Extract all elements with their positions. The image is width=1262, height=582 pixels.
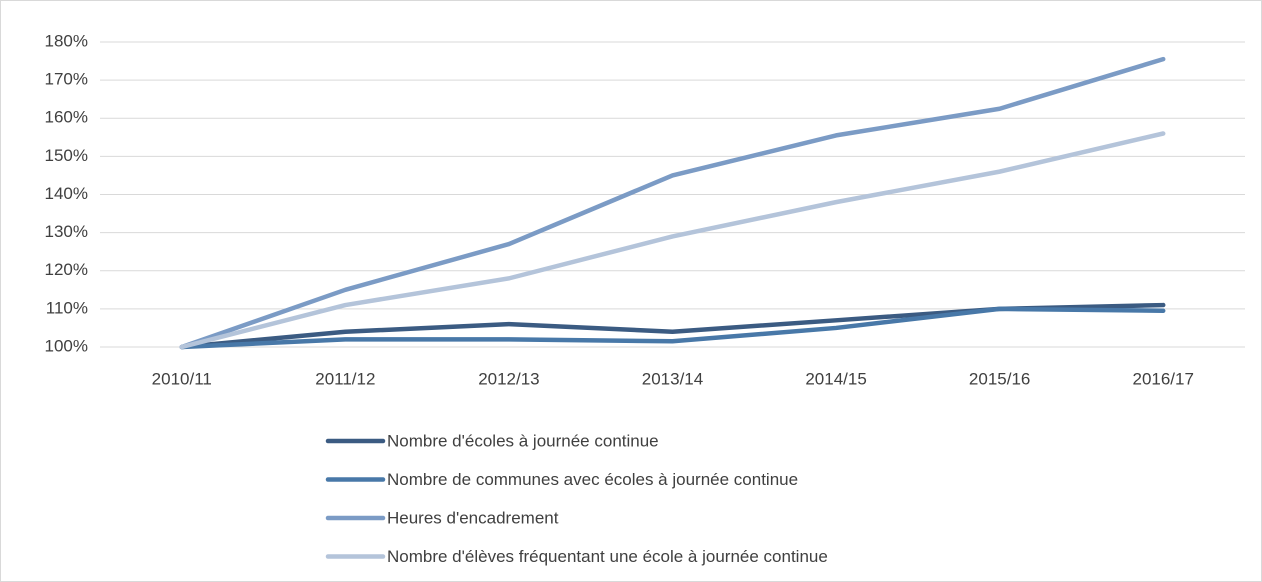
x-tick-label: 2016/17 [1132,369,1193,388]
x-tick-label: 2012/13 [478,369,539,388]
series-line [179,306,1166,350]
y-tick-label: 130% [45,222,88,241]
y-tick-label: 150% [45,146,88,165]
legend-label: Heures d'encadrement [387,508,559,527]
x-tick-label: 2013/14 [642,369,703,388]
x-tick-label: 2010/11 [152,369,212,388]
y-tick-label: 170% [45,70,88,89]
y-tick-label: 180% [45,31,88,50]
y-tick-label: 100% [45,336,88,355]
legend-label: Nombre d'élèves fréquentant une école à … [387,547,828,566]
y-tick-label: 140% [45,184,88,203]
legend-label: Nombre d'écoles à journée continue [387,431,659,450]
legend-label: Nombre de communes avec écoles à journée… [387,470,798,489]
series-line [179,131,1166,350]
x-tick-label: 2011/12 [315,369,375,388]
series-line [179,56,1166,350]
y-tick-label: 120% [45,260,88,279]
y-tick-label: 160% [45,108,88,127]
x-tick-label: 2015/16 [969,369,1030,388]
x-tick-label: 2014/15 [805,369,866,388]
y-tick-label: 110% [46,298,88,317]
